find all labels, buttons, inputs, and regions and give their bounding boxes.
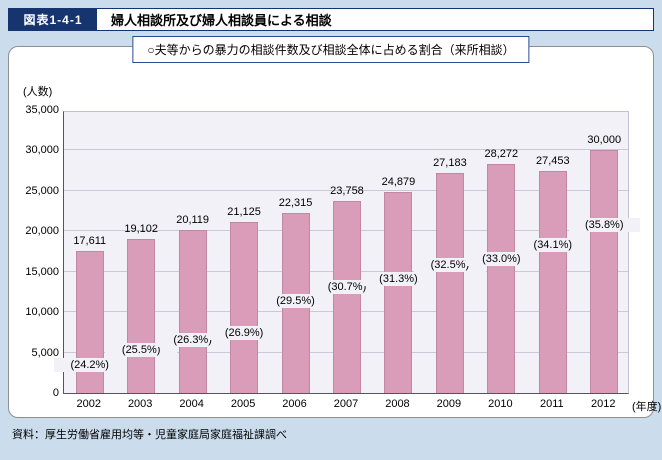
x-tick-label: 2005 xyxy=(230,398,256,410)
bar-value-label: 21,125 xyxy=(227,206,261,219)
bar-percent-label: (33.0%) xyxy=(465,251,538,266)
x-tick-label: 2002 xyxy=(76,398,101,410)
bar xyxy=(435,173,464,393)
x-tick-label: 2004 xyxy=(179,398,204,410)
bar-value-label: 27,453 xyxy=(535,155,570,168)
x-axis-tick-labels: 2002 2003 2004 2005 2006 2007 2008 2009 2010 2011… xyxy=(63,398,662,414)
gridline xyxy=(64,189,628,191)
bar-value-label: 24,879 xyxy=(381,175,416,188)
y-tick-label: 25,000 xyxy=(25,184,59,197)
bar-value-label: 23,758 xyxy=(330,184,364,197)
bar xyxy=(384,191,413,393)
figure-number-badge: 図表1-4-1 xyxy=(9,9,97,30)
bar-percent-label: (35.8%) xyxy=(568,217,640,232)
x-tick-label: 2007 xyxy=(333,398,359,410)
gridline xyxy=(64,149,628,151)
bar-value-label: 28,272 xyxy=(484,148,519,161)
bar xyxy=(538,171,567,393)
bar xyxy=(590,150,619,393)
x-tick-label: 2011 xyxy=(539,398,564,410)
x-tick-label: 2006 xyxy=(282,398,307,410)
bar-value-label: 22,315 xyxy=(278,196,313,209)
x-tick-label: 2010 xyxy=(488,398,513,410)
bar xyxy=(127,238,156,393)
bar-value-label: 30,000 xyxy=(587,134,622,147)
bar xyxy=(178,230,207,393)
figure-title: 婦人相談所及び婦人相談員による相談 xyxy=(111,13,332,28)
y-tick-label: 5,000 xyxy=(31,346,59,359)
bar xyxy=(487,164,516,393)
source-note: 資料：厚生労働省雇用均等・児童家庭局家庭福祉課調べ xyxy=(12,429,287,441)
y-tick-label: 20,000 xyxy=(25,225,59,238)
bar-percent-label: (29.5%) xyxy=(259,294,332,309)
y-tick-label: 0 xyxy=(52,387,59,399)
x-tick-label: 2008 xyxy=(385,398,410,410)
bar-value-label: 19,102 xyxy=(124,222,158,235)
bar-percent-label: (34.1%) xyxy=(517,238,589,253)
bar-value-label: 17,611 xyxy=(73,234,107,247)
plot-area: 17,611 (24.2%) 19,102 (25.5%) 20,119 (26.3%) 2… xyxy=(54,111,640,394)
x-tick-label: 2003 xyxy=(127,398,153,410)
y-tick-label: 15,000 xyxy=(25,265,59,278)
bar xyxy=(333,200,361,393)
bar-value-label: 27,183 xyxy=(433,157,467,170)
x-axis-unit-label: (年度) xyxy=(632,401,662,413)
bar xyxy=(230,222,259,393)
bar-percent-label: (31.3%) xyxy=(362,272,435,287)
bar-percent-label: (24.2%) xyxy=(54,358,126,373)
y-axis-unit-label: (人数) xyxy=(23,86,53,98)
x-tick-label: 2012 xyxy=(591,398,616,410)
figure-header: 図表1-4-1 婦人相談所及び婦人相談員による相談 xyxy=(8,8,654,31)
y-tick-label: 35,000 xyxy=(25,104,59,116)
y-axis-tick-labels: 0 5,000 10,000 15,000 20,000 25,000 30,000 35,0… xyxy=(9,47,653,417)
y-tick-label: 30,000 xyxy=(25,144,59,157)
bar-value-label: 20,119 xyxy=(176,214,210,227)
chart-subtitle: ○夫等からの暴力の相談件数及び相談全体に占める割合（来所相談） xyxy=(132,36,530,63)
bar-percent-label: (26.9%) xyxy=(208,325,280,340)
chart-panel: ○夫等からの暴力の相談件数及び相談全体に占める割合（来所相談） (人数) 0 5,… xyxy=(8,36,661,418)
y-tick-label: 10,000 xyxy=(25,306,59,319)
x-tick-label: 2009 xyxy=(436,398,462,410)
